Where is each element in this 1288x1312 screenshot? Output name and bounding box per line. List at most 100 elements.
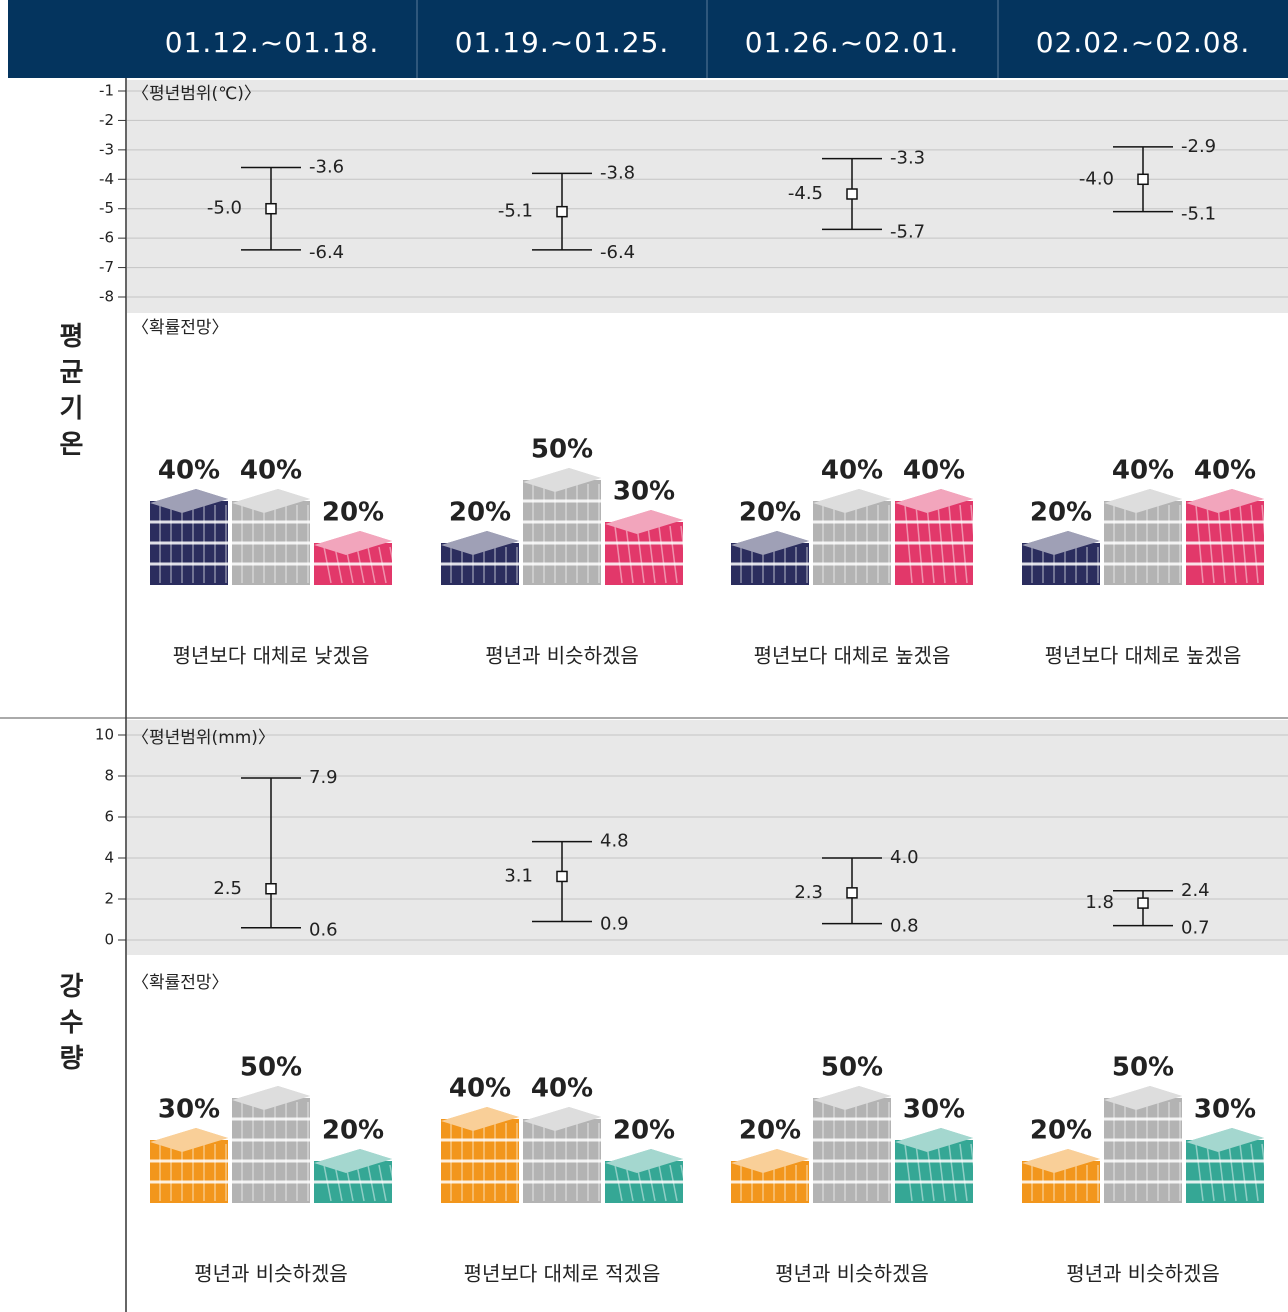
stack-body bbox=[1104, 1098, 1182, 1203]
stack-top-highlight bbox=[1022, 1149, 1100, 1173]
mean-marker bbox=[1137, 897, 1149, 909]
y-tick-label: 8 bbox=[104, 767, 114, 785]
stripe bbox=[904, 504, 913, 584]
upper-label: -3.3 bbox=[890, 148, 925, 169]
y-tick-label: -1 bbox=[99, 82, 114, 100]
stripe bbox=[334, 1164, 343, 1202]
stripe bbox=[323, 546, 332, 584]
probability-stack bbox=[232, 1086, 310, 1203]
stack-top-highlight bbox=[895, 489, 973, 513]
stripe bbox=[1261, 504, 1270, 584]
probability-stack bbox=[232, 489, 310, 585]
outlook-summary: 평년과 비슷하겠음 bbox=[485, 644, 639, 668]
percent-label: 20% bbox=[739, 498, 801, 528]
lower-label: 0.8 bbox=[890, 916, 919, 937]
probability-stack bbox=[731, 531, 809, 585]
probability-stack bbox=[895, 489, 979, 585]
y-tick-label: -6 bbox=[99, 229, 114, 247]
outlook-summary: 평년보다 대체로 적겠음 bbox=[464, 1262, 661, 1286]
probability-stack bbox=[523, 1107, 601, 1203]
stack-top-highlight bbox=[232, 1086, 310, 1110]
stack-top-highlight bbox=[731, 1149, 809, 1173]
percent-label: 40% bbox=[1194, 456, 1256, 486]
outlook-summary: 평년과 비슷하겠음 bbox=[775, 1262, 929, 1286]
upper-label: -3.8 bbox=[600, 162, 635, 183]
stripe bbox=[948, 504, 957, 584]
stripe bbox=[970, 504, 979, 584]
lower-label: -6.4 bbox=[309, 242, 344, 263]
stripe bbox=[937, 504, 946, 584]
stack-body bbox=[150, 1140, 228, 1203]
percent-label: 20% bbox=[322, 498, 384, 528]
chart-background bbox=[127, 80, 1288, 313]
mean-marker bbox=[265, 202, 277, 215]
week-label: 01.19.~01.25. bbox=[455, 26, 670, 59]
stripe bbox=[1239, 1143, 1248, 1202]
probability-stack bbox=[523, 468, 601, 585]
percent-label: 50% bbox=[240, 1053, 302, 1083]
stripe bbox=[378, 1164, 387, 1202]
percent-label: 20% bbox=[613, 1116, 675, 1146]
stack-body bbox=[895, 1140, 973, 1203]
probability-stack bbox=[813, 489, 891, 585]
lower-label: -5.1 bbox=[1181, 204, 1216, 225]
stripe bbox=[647, 525, 656, 584]
stack-top-highlight bbox=[523, 1107, 601, 1131]
stripe bbox=[669, 1164, 678, 1202]
y-tick-label: -5 bbox=[99, 199, 114, 217]
outlook-summary: 평년과 비슷하겠음 bbox=[1066, 1262, 1220, 1286]
stack-body bbox=[813, 1098, 891, 1203]
mean-label: -5.1 bbox=[498, 201, 533, 222]
stack-top-highlight bbox=[523, 468, 601, 492]
stripe bbox=[614, 525, 623, 584]
stripe bbox=[1228, 504, 1237, 584]
week-label: 02.02.~02.08. bbox=[1036, 26, 1251, 59]
stack-top-highlight bbox=[441, 1107, 519, 1131]
mean-label: 2.3 bbox=[794, 882, 823, 903]
percent-label: 30% bbox=[903, 1095, 965, 1125]
percent-label: 40% bbox=[531, 1074, 593, 1104]
percent-label: 50% bbox=[821, 1053, 883, 1083]
mean-marker bbox=[265, 883, 277, 895]
stack-top-highlight bbox=[731, 531, 809, 555]
percent-label: 30% bbox=[158, 1095, 220, 1125]
mean-label: -4.0 bbox=[1079, 168, 1114, 189]
stripe bbox=[1239, 504, 1248, 584]
chart-title: 〈평년범위(mm)〉 bbox=[132, 728, 275, 748]
week-label: 01.26.~02.01. bbox=[745, 26, 960, 59]
probability-stack bbox=[314, 531, 398, 585]
stack-body bbox=[605, 522, 683, 585]
stripe bbox=[323, 1164, 332, 1202]
upper-label: -2.9 bbox=[1181, 136, 1216, 157]
section-label: 평균기온 bbox=[54, 322, 84, 466]
outlook-title: 〈확률전망〉 bbox=[132, 973, 229, 993]
probability-stack bbox=[605, 1149, 689, 1203]
percent-label: 20% bbox=[739, 1116, 801, 1146]
stack-top-highlight bbox=[1022, 531, 1100, 555]
probability-stack bbox=[1186, 1128, 1270, 1203]
stripe bbox=[937, 1143, 946, 1202]
percent-label: 40% bbox=[240, 456, 302, 486]
stack-body bbox=[232, 1098, 310, 1203]
stripe bbox=[636, 525, 645, 584]
outlook-summary: 평년보다 대체로 높겠음 bbox=[1045, 644, 1242, 668]
stack-top-highlight bbox=[150, 1128, 228, 1152]
mean-label: 1.8 bbox=[1085, 892, 1114, 913]
stripe bbox=[915, 504, 924, 584]
percent-label: 40% bbox=[449, 1074, 511, 1104]
y-tick-label: 0 bbox=[104, 931, 114, 949]
probability-stack bbox=[1022, 1149, 1100, 1203]
y-tick-label: -7 bbox=[99, 258, 114, 276]
outlook-title: 〈확률전망〉 bbox=[132, 318, 229, 338]
stack-top-highlight bbox=[1104, 1086, 1182, 1110]
upper-label: 4.0 bbox=[890, 847, 919, 868]
lower-label: -5.7 bbox=[890, 221, 925, 242]
stripe bbox=[959, 1143, 968, 1202]
stripe bbox=[625, 525, 634, 584]
stripe bbox=[1261, 1143, 1270, 1202]
probability-stack bbox=[441, 531, 519, 585]
percent-label: 40% bbox=[821, 456, 883, 486]
percent-label: 20% bbox=[449, 498, 511, 528]
